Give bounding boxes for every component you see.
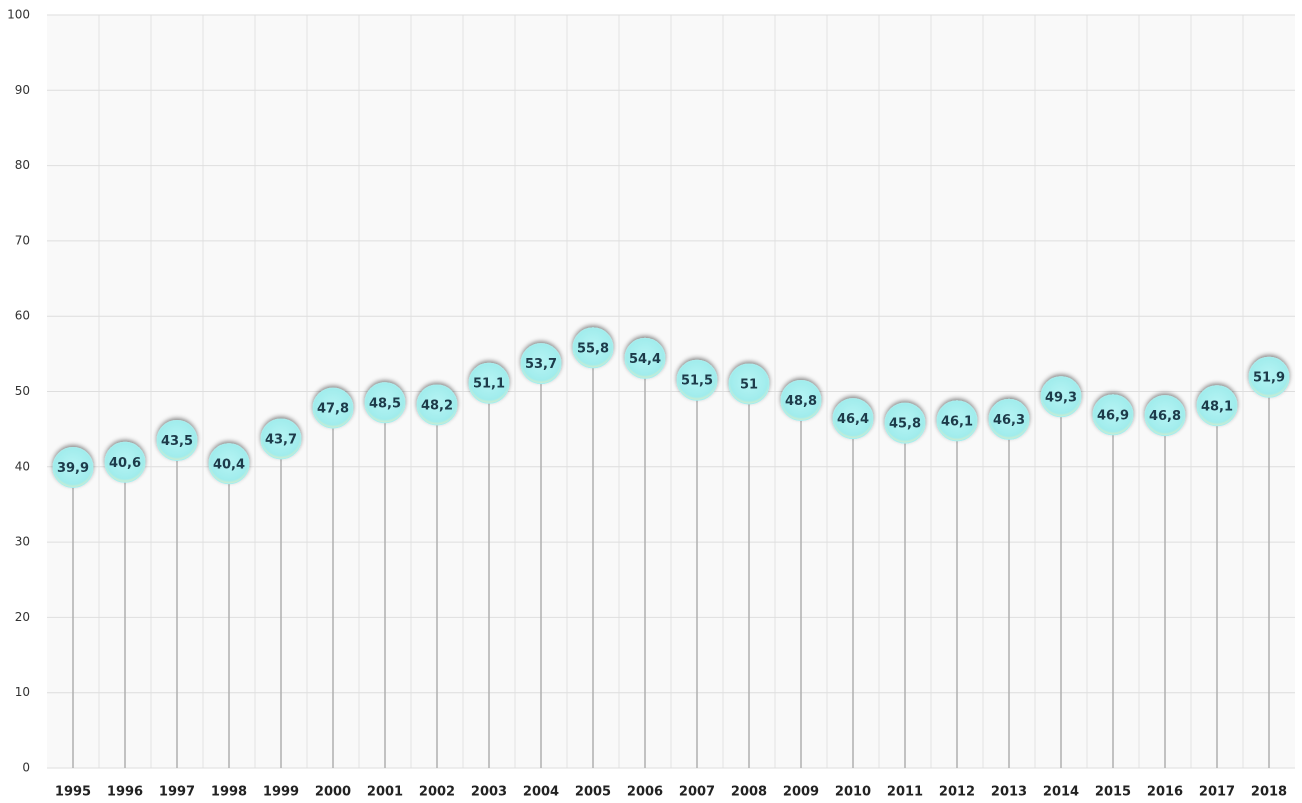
value-label: 46,1 [941, 414, 973, 429]
x-tick-label: 2010 [835, 785, 871, 800]
x-tick-label: 2006 [627, 785, 663, 800]
x-tick-label: 2017 [1199, 785, 1235, 800]
x-tick-label: 1998 [211, 785, 247, 800]
marker [936, 400, 978, 442]
x-tick-label: 2004 [523, 785, 559, 800]
x-tick-label: 2012 [939, 785, 975, 800]
value-label: 46,9 [1097, 408, 1129, 423]
x-tick-label: 2013 [991, 785, 1027, 800]
value-label: 53,7 [525, 357, 557, 372]
x-tick-label: 1996 [107, 785, 143, 800]
x-tick-label: 2018 [1251, 785, 1287, 800]
value-label: 51 [740, 377, 758, 392]
value-label: 51,5 [681, 374, 713, 389]
y-tick-label: 30 [15, 535, 30, 549]
y-tick-label: 100 [7, 8, 30, 22]
x-tick-label: 1995 [55, 785, 91, 800]
marker [832, 398, 874, 440]
marker [1040, 376, 1082, 418]
value-label: 46,4 [837, 412, 869, 427]
marker [624, 337, 666, 379]
x-tick-label: 2000 [315, 785, 351, 800]
x-tick-label: 2014 [1043, 785, 1079, 800]
marker [312, 387, 354, 429]
value-label: 51,9 [1253, 371, 1285, 386]
y-tick-label: 40 [15, 459, 30, 473]
value-label: 48,8 [785, 394, 817, 409]
marker [416, 384, 458, 426]
value-label: 46,8 [1149, 409, 1181, 424]
x-tick-label: 2015 [1095, 785, 1131, 800]
x-tick-label: 2009 [783, 785, 819, 800]
value-label: 47,8 [317, 402, 349, 417]
marker [520, 343, 562, 385]
x-tick-label: 2011 [887, 785, 923, 800]
marker [1196, 385, 1238, 427]
marker [364, 382, 406, 424]
value-label: 40,4 [213, 457, 245, 472]
value-label: 49,3 [1045, 390, 1077, 405]
marker [208, 443, 250, 485]
x-tick-label: 1997 [159, 785, 195, 800]
value-label: 48,2 [421, 399, 453, 414]
marker [1248, 356, 1290, 398]
marker [676, 359, 718, 401]
marker [988, 398, 1030, 440]
marker [260, 418, 302, 460]
marker [780, 380, 822, 422]
value-label: 43,7 [265, 432, 297, 447]
marker [104, 441, 146, 483]
x-tick-label: 1999 [263, 785, 299, 800]
x-tick-label: 2002 [419, 785, 455, 800]
value-label: 45,8 [889, 417, 921, 432]
marker [468, 362, 510, 404]
marker [156, 419, 198, 461]
marker [1144, 395, 1186, 437]
x-tick-label: 2003 [471, 785, 507, 800]
value-label: 54,4 [629, 352, 661, 367]
y-tick-label: 50 [15, 384, 30, 398]
y-tick-label: 10 [15, 685, 30, 699]
y-tick-label: 60 [15, 309, 30, 323]
y-tick-label: 0 [22, 761, 30, 775]
value-label: 48,1 [1201, 399, 1233, 414]
x-tick-label: 2001 [367, 785, 403, 800]
x-tick-label: 2005 [575, 785, 611, 800]
marker [1092, 394, 1134, 436]
y-tick-label: 80 [15, 158, 30, 172]
marker [884, 402, 926, 444]
value-label: 46,3 [993, 413, 1025, 428]
x-tick-label: 2016 [1147, 785, 1183, 800]
value-label: 39,9 [57, 461, 89, 476]
value-label: 43,5 [161, 434, 193, 449]
y-tick-label: 90 [15, 83, 30, 97]
marker [728, 363, 770, 405]
value-label: 55,8 [577, 341, 609, 356]
x-tick-label: 2008 [731, 785, 767, 800]
y-tick-label: 20 [15, 610, 30, 624]
marker [572, 327, 614, 369]
y-tick-label: 70 [15, 233, 30, 247]
value-label: 51,1 [473, 377, 505, 392]
marker [52, 447, 94, 489]
x-tick-label: 2007 [679, 785, 715, 800]
value-label: 48,5 [369, 396, 401, 411]
value-label: 40,6 [109, 456, 141, 471]
